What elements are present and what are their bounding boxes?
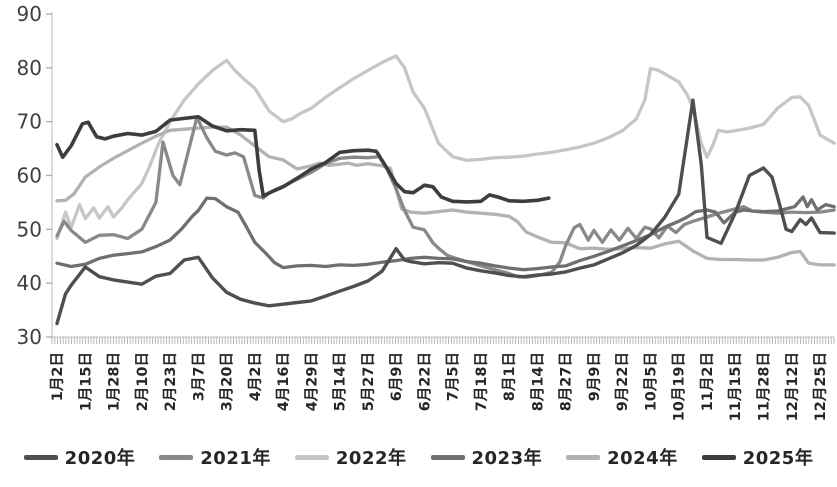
legend-swatch <box>701 454 736 460</box>
series-line-2025年 <box>55 115 551 204</box>
x-axis-label: 8月14日 <box>529 352 546 411</box>
x-axis-label: 9月22日 <box>614 352 631 411</box>
y-axis-tick-label: 60 <box>17 164 42 188</box>
y-axis-tick-label: 80 <box>17 56 42 80</box>
y-axis-tick-label: 90 <box>17 2 42 26</box>
x-axis-label: 1月28日 <box>106 352 123 411</box>
y-axis-tick-label: 40 <box>17 271 42 295</box>
series-line-2022年 <box>55 54 836 241</box>
y-axis-tick-label: 30 <box>17 325 42 349</box>
x-axis-label: 12月12日 <box>784 352 801 421</box>
legend-swatch <box>430 454 465 460</box>
x-axis-label: 2月23日 <box>162 352 179 411</box>
legend-label: 2020年 <box>64 448 136 469</box>
legend-item-2020年: 2020年 <box>23 444 136 470</box>
x-axis-label: 11月15日 <box>727 352 744 421</box>
x-axis-label: 7月5日 <box>445 352 462 401</box>
series-line-2020年 <box>55 98 836 326</box>
x-axis-label: 9月9日 <box>586 352 603 401</box>
legend-item-2024年: 2024年 <box>566 444 678 470</box>
x-axis-label: 6月22日 <box>416 352 433 411</box>
x-axis-label: 4月2日 <box>247 352 264 401</box>
legend-label: 2021年 <box>200 448 271 469</box>
x-axis-label: 10月19日 <box>671 352 688 421</box>
legend-item-2021年: 2021年 <box>159 444 271 470</box>
legend-label: 2025年 <box>742 448 814 469</box>
legend-label: 2022年 <box>335 448 407 469</box>
x-axis-label: 11月2日 <box>699 352 716 411</box>
y-axis-tick-label: 70 <box>17 110 42 134</box>
x-axis-label: 3月7日 <box>190 352 207 401</box>
legend-label: 2024年 <box>607 448 678 469</box>
x-axis-label: 8月27日 <box>558 352 575 411</box>
chart-legend: 2020年 2021年 2022年 2023年 2024年 2025年 <box>0 444 837 470</box>
x-axis-label: 4月29日 <box>303 352 320 411</box>
legend-swatch <box>294 454 329 460</box>
x-axis-label: 1月2日 <box>49 352 66 401</box>
x-axis-label: 11月28日 <box>756 352 773 421</box>
x-axis-label: 5月14日 <box>332 352 349 411</box>
x-axis-label: 4月16日 <box>275 352 292 411</box>
line-chart: 30 40 50 60 70 80 90 1月2日 1月15日 1月28日 2月10日 2月23日 3月… <box>17 2 836 421</box>
legend-item-2025年: 2025年 <box>701 444 814 470</box>
legend-item-2023年: 2023年 <box>430 444 543 470</box>
x-axis-label: 7月18日 <box>473 352 490 411</box>
x-axis-label: 6月9日 <box>388 352 405 401</box>
x-axis-label: 1月15日 <box>77 352 94 411</box>
x-axis-label: 10月5日 <box>642 352 659 411</box>
legend-swatch <box>23 454 58 460</box>
x-axis-label: 2月10日 <box>134 352 151 411</box>
legend-item-2022年: 2022年 <box>294 444 407 470</box>
legend-swatch <box>159 454 194 460</box>
x-axis-label: 5月27日 <box>360 352 377 411</box>
legend-label: 2023年 <box>471 448 543 469</box>
x-axis-label: 8月1日 <box>501 352 518 401</box>
series-line-2024年 <box>55 125 836 267</box>
y-axis-tick-label: 50 <box>17 217 42 241</box>
x-axis-label: 3月20日 <box>219 352 236 411</box>
x-axis-label: 12月25日 <box>812 352 829 421</box>
legend-swatch <box>566 454 601 460</box>
